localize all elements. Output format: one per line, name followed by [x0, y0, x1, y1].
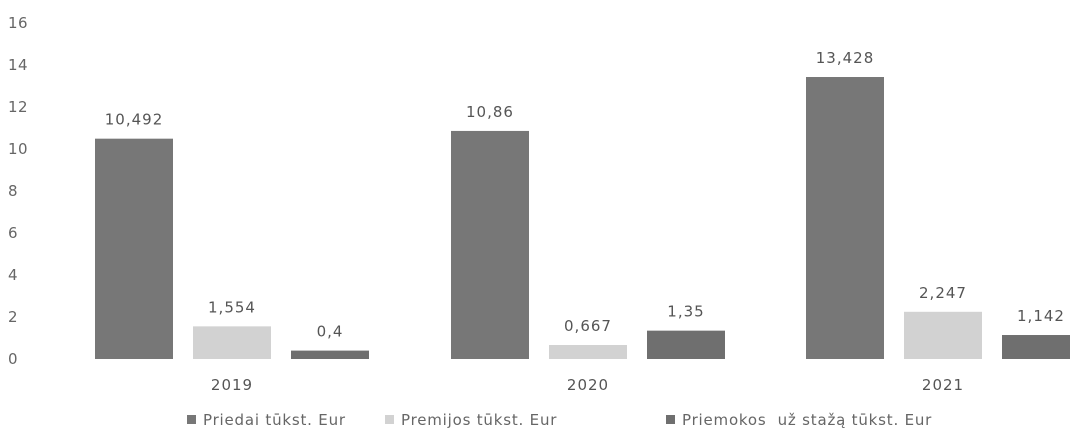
bar — [291, 350, 369, 359]
legend-swatch — [187, 415, 196, 424]
y-tick-label: 16 — [8, 14, 28, 32]
y-tick-label: 12 — [8, 98, 28, 116]
data-labels: 10,492 1,554 0,4 10,86 0,667 1,35 13,428 2,247 1… — [105, 49, 1065, 341]
y-axis: 0 2 4 6 8 10 12 14 16 — [8, 14, 28, 368]
legend-label: Priemokos už stažą tūkst. Eur — [682, 411, 932, 429]
y-tick-label: 0 — [8, 350, 18, 368]
x-axis: 2019 2020 2021 — [211, 376, 964, 394]
bar — [1002, 335, 1070, 359]
y-tick-label: 2 — [8, 308, 18, 326]
bar — [549, 344, 627, 359]
data-label: 0,667 — [564, 317, 612, 335]
data-label: 13,428 — [816, 49, 875, 67]
y-tick-label: 4 — [8, 266, 18, 284]
data-label: 0,4 — [317, 323, 344, 341]
legend-item: Premijos tūkst. Eur — [385, 411, 557, 429]
bar — [451, 130, 529, 359]
y-tick-label: 14 — [8, 56, 28, 74]
data-label: 2,247 — [919, 284, 967, 302]
y-tick-label: 10 — [8, 140, 28, 158]
legend-swatch — [666, 415, 675, 424]
bar — [647, 330, 725, 359]
legend-item: Priedai tūkst. Eur — [187, 411, 346, 429]
legend-label: Priedai tūkst. Eur — [203, 411, 346, 429]
x-category-label: 2021 — [922, 376, 964, 394]
data-label: 10,492 — [105, 111, 164, 129]
legend: Priedai tūkst. Eur Premijos tūkst. Eur Pri… — [187, 411, 932, 429]
x-category-label: 2019 — [211, 376, 253, 394]
bar — [806, 77, 884, 360]
x-category-label: 2020 — [567, 376, 609, 394]
data-label: 1,554 — [208, 298, 256, 316]
legend-swatch — [385, 415, 394, 424]
bar — [904, 311, 982, 359]
y-tick-label: 8 — [8, 182, 18, 200]
bar — [95, 138, 173, 359]
legend-label: Premijos tūkst. Eur — [401, 411, 557, 429]
legend-item: Priemokos už stažą tūkst. Eur — [666, 411, 932, 429]
data-label: 1,35 — [667, 303, 704, 321]
data-label: 10,86 — [466, 103, 514, 121]
bars — [95, 77, 1070, 360]
data-label: 1,142 — [1017, 307, 1065, 325]
y-tick-label: 6 — [8, 224, 18, 242]
bar — [193, 326, 271, 359]
